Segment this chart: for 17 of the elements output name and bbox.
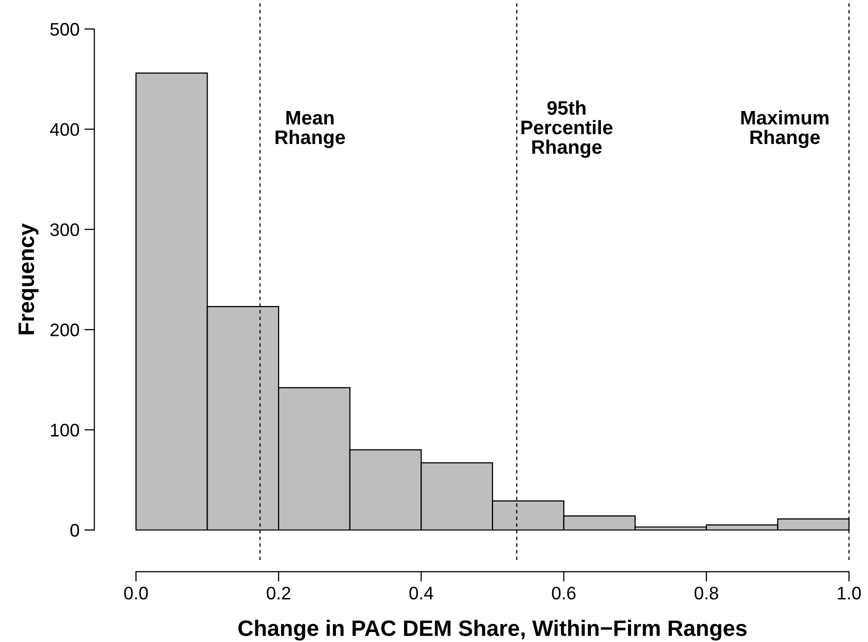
y-tick-label: 200 <box>50 324 80 336</box>
x-axis-title: Change in PAC DEM Share, Within−Firm Ranges <box>238 620 747 641</box>
x-tick-label: 0.6 <box>552 586 576 600</box>
x-tick-label: 0.8 <box>694 586 718 600</box>
ref-line-label: 95th Percentile Rhange <box>521 100 612 158</box>
x-tick-label: 0.4 <box>409 586 434 600</box>
x-tick-label: 0.0 <box>124 586 148 600</box>
y-tick-label: 0 <box>70 524 80 537</box>
y-tick-label: 400 <box>50 123 80 136</box>
x-tick-label: 0.2 <box>266 586 290 600</box>
x-tick-label: 1.0 <box>838 586 861 600</box>
y-axis-title: Frequency <box>18 223 39 334</box>
y-tick-label: 500 <box>50 22 80 36</box>
y-tick-label: 100 <box>51 424 80 437</box>
ref-line-label: Maximum Rhange <box>741 110 828 148</box>
ref-line-label: Mean Rhange <box>276 111 345 148</box>
y-tick-label: 300 <box>50 223 80 236</box>
